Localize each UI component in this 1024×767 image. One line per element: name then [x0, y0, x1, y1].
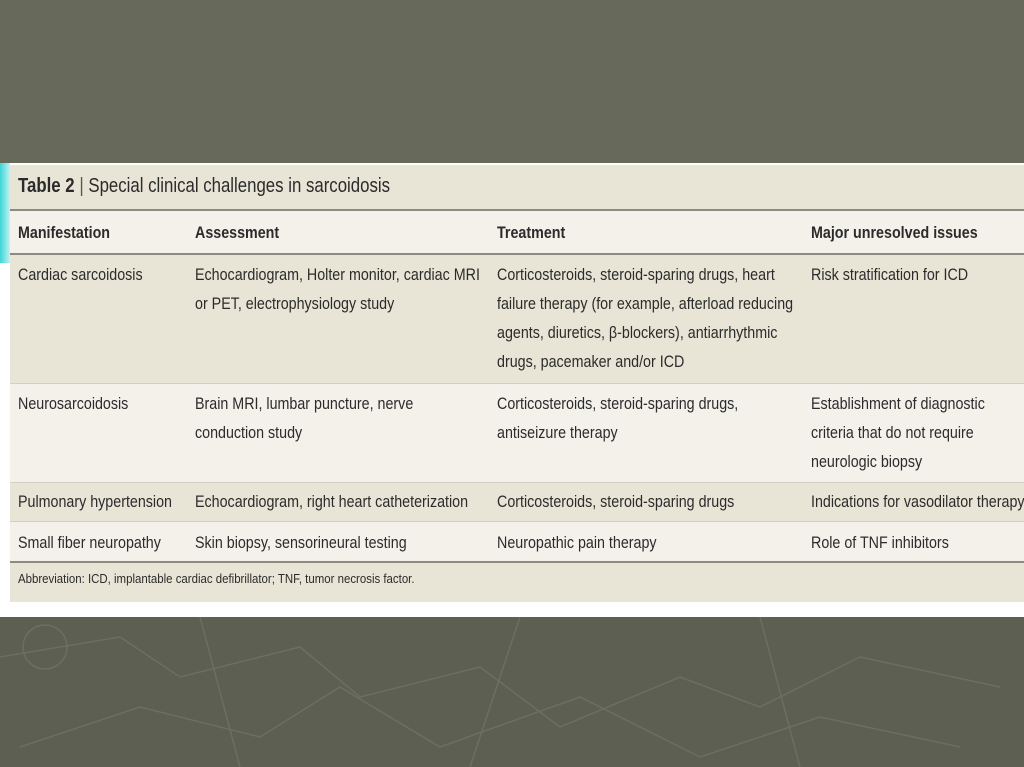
table-title: Table 2 | Special clinical challenges in… — [18, 175, 390, 197]
table-cell: Corticosteroids, steroid-sparing drugs — [497, 492, 735, 511]
table-cell: Establishment of diagnostic criteria tha… — [811, 394, 985, 471]
table-row: Cardiac sarcoidosis Echocardiogram, Holt… — [10, 255, 1024, 383]
accent-stripe — [0, 163, 10, 263]
table-cell: Echocardiogram, Holter monitor, cardiac … — [195, 265, 480, 313]
table-cell: Cardiac sarcoidosis — [18, 265, 143, 284]
table-footnote: Abbreviation: ICD, implantable cardiac d… — [18, 571, 415, 586]
decorative-background-pattern — [0, 617, 1024, 767]
table-cell: Brain MRI, lumbar puncture, nerve conduc… — [195, 394, 414, 442]
table-cell: Skin biopsy, sensorineural testing — [195, 533, 407, 552]
table-footnote-row: Abbreviation: ICD, implantable cardiac d… — [10, 563, 1024, 602]
table-title-row: Table 2 | Special clinical challenges in… — [10, 165, 1024, 210]
column-header: Assessment — [195, 223, 280, 242]
table-row: Neurosarcoidosis Brain MRI, lumbar punct… — [10, 384, 1024, 482]
table-cell: Indications for vasodilator therapy — [811, 492, 1024, 511]
table-cell: Pulmonary hypertension — [18, 492, 172, 511]
table-row: Pulmonary hypertension Echocardiogram, r… — [10, 483, 1024, 521]
table-header-row: Manifestation Assessment Treatment Major… — [10, 211, 1024, 254]
table-cell: Corticosteroids, steroid-sparing drugs, … — [497, 265, 794, 371]
table-cell: Small fiber neuropathy — [18, 533, 161, 552]
table-cell: Echocardiogram, right heart catheterizat… — [195, 492, 469, 511]
table-cell: Role of TNF inhibitors — [811, 533, 949, 552]
column-header: Treatment — [497, 223, 566, 242]
column-header: Manifestation — [18, 223, 111, 242]
column-header: Major unresolved issues — [811, 223, 978, 242]
table-cell: Neuropathic pain therapy — [497, 533, 657, 552]
table-cell: Corticosteroids, steroid-sparing drugs, … — [497, 394, 739, 442]
slide-top-band — [0, 0, 1024, 163]
table-cell: Neurosarcoidosis — [18, 394, 129, 413]
table-cell: Risk stratification for ICD — [811, 265, 969, 284]
table-row: Small fiber neuropathy Skin biopsy, sens… — [10, 522, 1024, 561]
